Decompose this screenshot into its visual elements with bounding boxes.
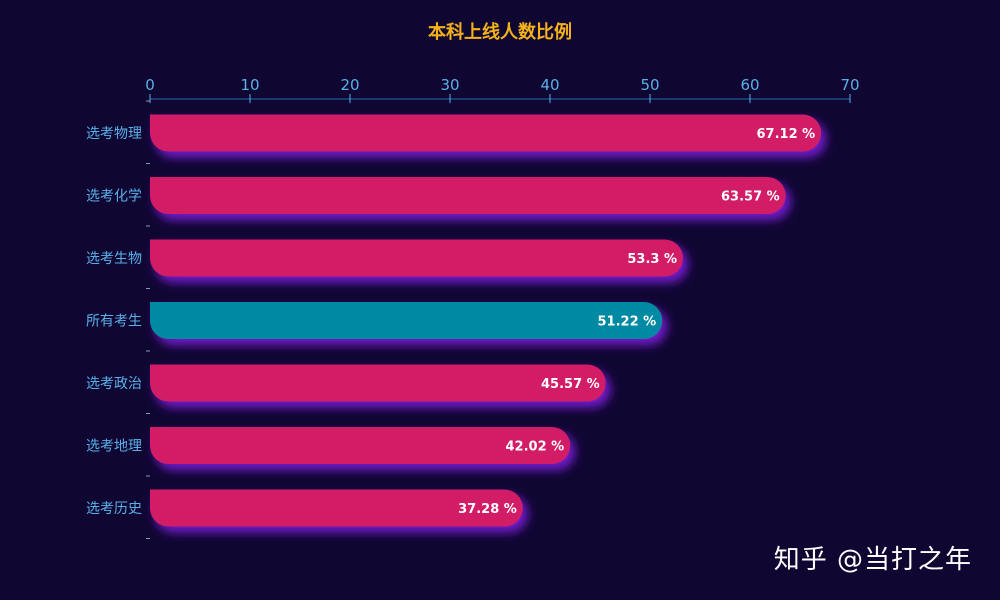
chart-title: 本科上线人数比例 (428, 22, 572, 43)
bar (150, 177, 786, 214)
category-label: 选考地理 (86, 439, 142, 455)
category-label: 选考化学 (86, 189, 142, 205)
bar (150, 114, 822, 152)
bar-value-label: 51.22 % (598, 315, 657, 330)
x-tick-label: 70 (840, 76, 859, 94)
bar (150, 489, 523, 527)
bar (150, 239, 683, 277)
bar-value-label: 45.57 % (541, 377, 600, 392)
bar (150, 302, 663, 339)
x-tick-label: 10 (240, 76, 259, 94)
category-label: 选考历史 (86, 501, 142, 517)
x-tick-label: 0 (145, 76, 155, 94)
bar-value-label: 53.3 % (627, 252, 677, 267)
category-label: 选考物理 (86, 126, 142, 142)
watermark: 知乎 @当打之年 (773, 545, 972, 575)
bar (150, 427, 571, 464)
x-tick-label: 20 (340, 76, 359, 94)
x-tick-label: 30 (440, 76, 459, 94)
category-label: 所有考生 (86, 314, 142, 330)
bar-value-label: 42.02 % (506, 440, 565, 455)
category-label: 选考政治 (86, 376, 142, 392)
bar-value-label: 63.57 % (721, 190, 780, 205)
bar (150, 364, 606, 402)
bar-value-label: 37.28 % (458, 502, 517, 517)
x-tick-label: 50 (640, 76, 659, 94)
bar-value-label: 67.12 % (757, 127, 816, 142)
x-tick-label: 60 (740, 76, 759, 94)
category-label: 选考生物 (86, 251, 142, 267)
x-tick-label: 40 (540, 76, 559, 94)
